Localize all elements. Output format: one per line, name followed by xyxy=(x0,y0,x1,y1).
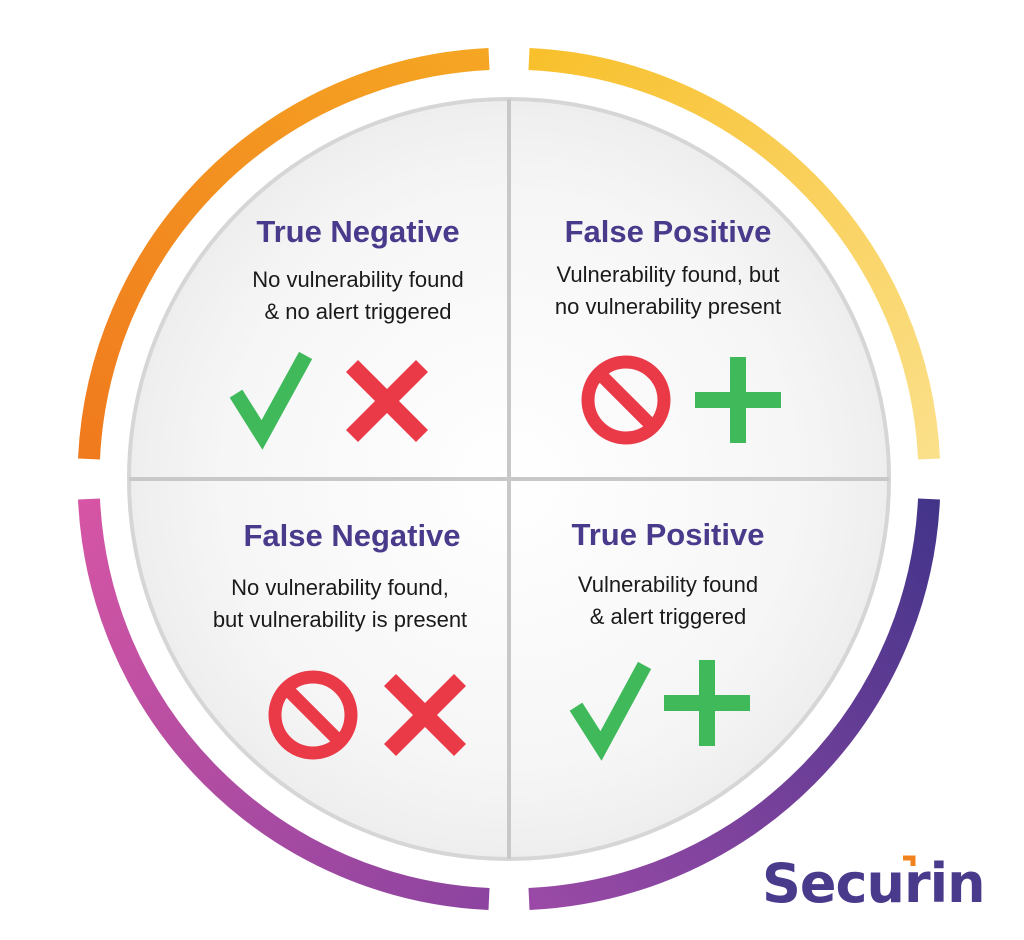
plus-icon xyxy=(695,357,781,443)
check-icon xyxy=(569,661,652,761)
quadrant-title: True Positive xyxy=(572,517,765,552)
quadrant-true-positive: True Positive Vulnerability found & aler… xyxy=(569,517,765,761)
quadrant-true-negative: True Negative No vulnerability found & n… xyxy=(229,214,464,450)
brand-name: Securin xyxy=(762,852,985,915)
quadrant-description-line-2: & no alert triggered xyxy=(264,299,451,324)
brand-accent-mark xyxy=(903,855,916,866)
ring-segment-top-right xyxy=(528,48,940,460)
quadrant-description-line-2: & alert triggered xyxy=(590,604,747,629)
quadrant-description-line-1: Vulnerability found, but xyxy=(557,262,780,287)
quadrant-title: False Positive xyxy=(565,214,772,249)
quadrant-description-line-1: Vulnerability found xyxy=(578,572,758,597)
quadrant-description-line-1: No vulnerability found xyxy=(252,267,464,292)
quadrant-false-negative: False Negative No vulnerability found, b… xyxy=(213,518,467,760)
cross-icon xyxy=(345,359,429,443)
quadrant-title: False Negative xyxy=(243,518,460,553)
ring-segment-bottom-left xyxy=(78,498,490,910)
ring-segment-top-left xyxy=(78,48,490,460)
prohibited-icon xyxy=(581,355,671,445)
check-icon xyxy=(229,351,313,450)
prohibited-icon xyxy=(268,670,358,760)
quadrant-title: True Negative xyxy=(256,214,459,249)
cross-icon xyxy=(383,673,467,757)
quadrant-description-line-1: No vulnerability found, xyxy=(231,575,449,600)
ring-segment-bottom-right xyxy=(528,498,940,910)
quadrant-false-positive: False Positive Vulnerability found, but … xyxy=(555,214,781,445)
plus-icon xyxy=(664,660,750,746)
brand-logo: Securin xyxy=(762,852,986,915)
quadrant-description-line-2: but vulnerability is present xyxy=(213,607,467,632)
quadrant-description-line-2: no vulnerability present xyxy=(555,294,781,319)
